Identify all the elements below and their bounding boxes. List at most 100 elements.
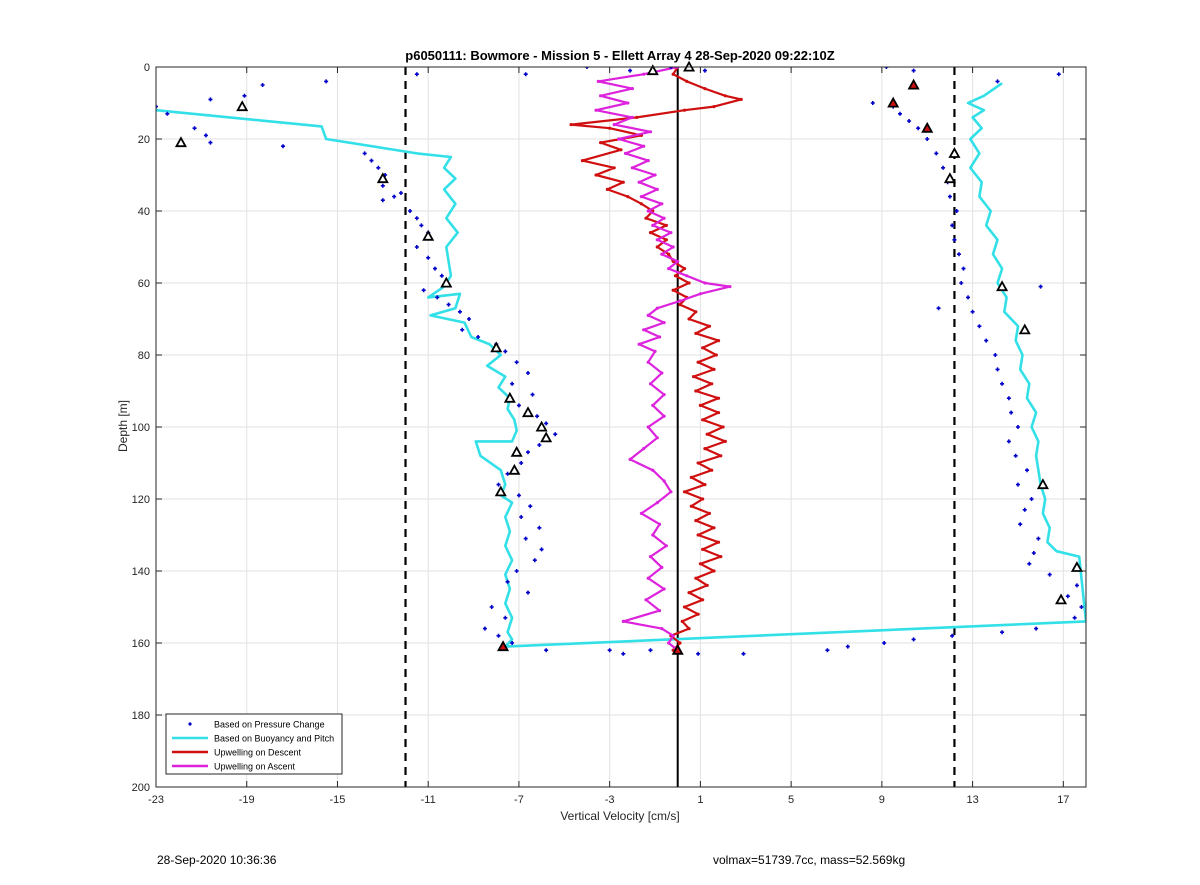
- series-point: [687, 281, 691, 285]
- x-tick-label: -15: [330, 794, 346, 806]
- series-point: [639, 195, 644, 199]
- series-point: [696, 461, 700, 465]
- pressure-point: [526, 590, 530, 595]
- series-point: [671, 288, 675, 292]
- pressure-point: [1018, 522, 1023, 527]
- x-tick-label: 17: [1057, 794, 1069, 806]
- pressure-point: [628, 68, 633, 73]
- series-point: [671, 72, 675, 76]
- series-point: [660, 565, 664, 570]
- series-point: [630, 115, 634, 119]
- series-point: [664, 238, 668, 242]
- series-point: [682, 108, 687, 112]
- y-tick-label: 100: [132, 422, 150, 434]
- series-point: [678, 303, 682, 307]
- series-point: [655, 245, 659, 249]
- open-triangle-marker: [943, 172, 956, 184]
- series-upwelling-descent: [569, 67, 743, 652]
- series-point: [701, 547, 705, 552]
- pressure-point: [984, 338, 989, 343]
- series-point: [707, 324, 712, 328]
- pressure-point: [1036, 536, 1041, 541]
- pressure-point: [607, 648, 612, 653]
- grid: [155, 66, 1086, 788]
- pressure-point: [519, 515, 524, 519]
- series-point: [569, 123, 573, 127]
- pressure-point: [702, 68, 707, 73]
- series-point: [651, 223, 655, 227]
- series-point: [644, 216, 648, 220]
- pressure-point: [970, 309, 975, 314]
- series-point: [651, 533, 655, 537]
- series-point: [694, 576, 698, 580]
- pressure-point: [528, 504, 533, 509]
- series-point: [612, 123, 616, 127]
- pressure-point: [523, 72, 528, 77]
- pressure-point: [414, 72, 419, 77]
- series-point: [673, 274, 678, 278]
- series-point: [664, 544, 668, 548]
- x-tick-label: 1: [697, 794, 703, 806]
- series-point: [716, 339, 721, 343]
- pressure-point: [959, 281, 964, 285]
- series-point: [612, 166, 616, 170]
- series-point: [594, 108, 598, 112]
- series-point: [698, 562, 702, 566]
- open-triangle-marker: [1055, 593, 1068, 605]
- pressure-point: [950, 633, 955, 638]
- pressure-point: [435, 295, 440, 300]
- pressure-point: [584, 67, 589, 69]
- pressure-point: [544, 421, 549, 426]
- y-tick-label: 80: [138, 350, 150, 362]
- footer-info: volmax=51739.7cc, mass=52.569kg: [713, 853, 906, 867]
- series-point: [667, 641, 671, 645]
- pressure-point: [898, 111, 902, 116]
- pressure-point: [668, 67, 673, 69]
- pressure-point: [398, 191, 403, 195]
- pressure-point: [1079, 605, 1084, 609]
- pressure-point: [414, 216, 419, 221]
- pressure-point: [510, 641, 515, 645]
- pressure-point: [467, 317, 472, 321]
- pressure-point: [995, 367, 1000, 372]
- pressure-point: [380, 183, 385, 188]
- series-point: [662, 216, 666, 220]
- series-point: [637, 342, 641, 346]
- series-point: [716, 540, 721, 544]
- y-tick-label: 120: [132, 494, 150, 506]
- open-triangle-marker: [376, 172, 389, 184]
- y-tick-label: 0: [144, 62, 150, 74]
- pressure-point: [208, 97, 213, 102]
- series-point: [648, 231, 653, 235]
- series-point: [716, 396, 721, 400]
- open-triangle-marker: [1036, 478, 1049, 490]
- pressure-point: [426, 255, 431, 260]
- series-point: [651, 468, 655, 472]
- series-point: [655, 306, 659, 310]
- series-point: [694, 331, 698, 335]
- pressure-point: [489, 605, 494, 609]
- y-tick-label: 40: [138, 206, 150, 218]
- open-triangle-marker: [440, 276, 453, 288]
- series-point: [598, 94, 603, 98]
- x-tick-label: -11: [421, 794, 436, 806]
- pressure-point: [1006, 396, 1011, 401]
- pressure-point: [916, 126, 921, 131]
- series-point: [671, 245, 675, 249]
- open-triangle-marker: [646, 64, 659, 76]
- open-triangle-marker: [521, 406, 535, 418]
- open-triangle-marker: [494, 485, 507, 497]
- chart-title: p6050111: Bowmore - Mission 5 - Ellett A…: [405, 48, 834, 63]
- pressure-point: [947, 194, 952, 199]
- series-point: [712, 367, 716, 371]
- series-point: [696, 612, 700, 616]
- series-point: [669, 490, 673, 494]
- pressure-point: [539, 547, 544, 552]
- series-point: [653, 173, 657, 177]
- pressure-point: [1056, 72, 1061, 77]
- pressure-point: [544, 648, 549, 653]
- open-triangle-marker: [503, 391, 516, 403]
- pressure-point: [1000, 630, 1005, 635]
- x-axis-label: Vertical Velocity [cm/s]: [560, 809, 679, 823]
- pressure-point: [514, 569, 519, 573]
